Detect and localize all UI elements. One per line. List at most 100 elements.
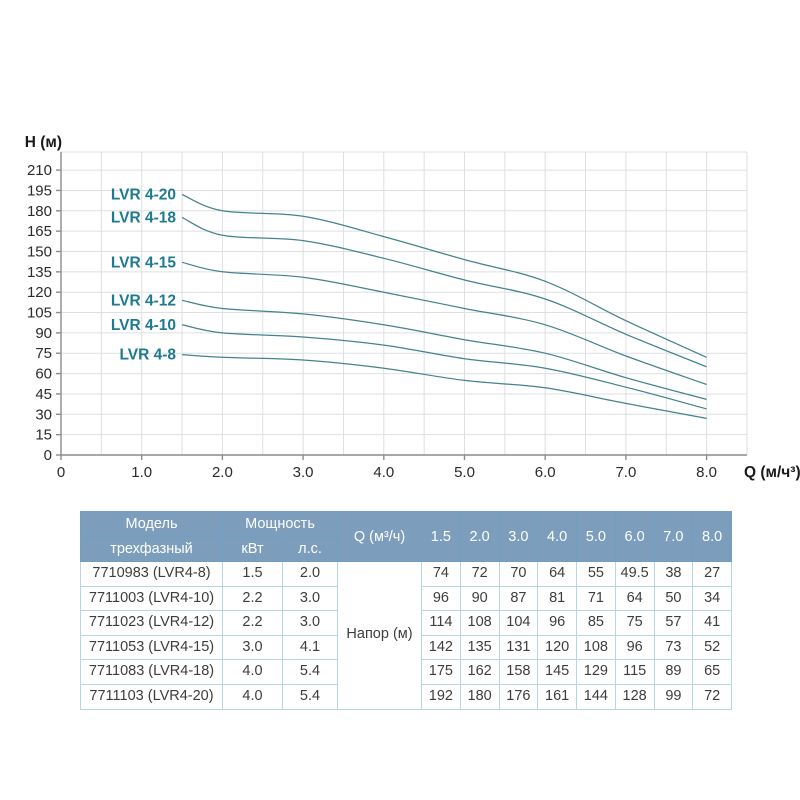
chart-grid [61,151,748,455]
cell-head-value: 108 [576,634,616,661]
cell-head-value: 64 [537,561,578,587]
curve-lvr-4-15 [181,261,707,386]
x-tick-label: 0 [57,464,65,481]
cell-head-value: 38 [653,561,694,587]
cell-head-value: 114 [421,610,461,636]
cell-model: 7711003 (LVR4-10) [80,585,223,612]
cell-kw: 1.5 [222,561,283,587]
y-tick-label: 165 [27,223,52,240]
y-tick-label: 150 [27,243,52,260]
cell-head-value: 144 [576,683,616,710]
cell-head-value: 96 [614,634,655,661]
y-tick-label: 15 [35,427,52,444]
x-tick-label: 2.0 [212,464,233,481]
cell-head-value: 175 [421,659,461,685]
header-power-kw: кВт [222,536,283,562]
cell-hp: 5.4 [281,683,339,710]
cell-head-value: 90 [459,585,500,612]
header-q-value: 5.0 [576,511,616,562]
pump-curves [181,193,707,420]
cell-hp: 3.0 [281,585,339,612]
cell-model: 7711053 (LVR4-15) [80,634,223,661]
cell-head-value: 73 [653,634,694,661]
cell-kw: 4.0 [222,683,283,710]
cell-kw: 3.0 [222,634,283,661]
table-row: 7711083 (LVR4-18) 4.0 5.4 175 162 158 145 129 11… [80,659,733,685]
cell-head-value: 70 [498,561,539,587]
y-tick-label: 60 [35,366,52,383]
cell-head-value: 65 [692,659,733,685]
cell-head-value: 71 [576,585,616,612]
cell-head-value: 74 [421,561,461,587]
cell-model: 7710983 (LVR4-8) [80,561,223,587]
header-q-value: 6.0 [614,511,655,562]
curve-label: LVR 4-20 [111,187,176,204]
spec-table: Модель Мощность Q (м³/ч) 1.5 2.0 3.0 4.0 5.0 6.0… [80,511,733,710]
y-tick-label: 30 [35,406,52,423]
y-tick-label: 120 [27,284,52,301]
cell-head-value: 131 [498,634,539,661]
cell-head-value: 96 [537,610,578,636]
header-model: Модель [80,511,223,537]
curve-lvr-4-18 [181,217,707,368]
header-power-hp: л.с. [281,536,339,562]
cell-head-value: 99 [653,683,694,710]
curve-lvr-4-10 [181,324,707,410]
cell-model: 7711083 (LVR4-18) [80,659,223,685]
cell-head-value: 120 [537,634,578,661]
cell-head-value: 41 [692,610,733,636]
y-tick-label: 210 [27,162,52,179]
cell-head-value: 49.5 [614,561,655,587]
cell-head-value: 72 [459,561,500,587]
cell-head-value: 145 [537,659,578,685]
pump-spec-table: Модель Мощность Q (м³/ч) 1.5 2.0 3.0 4.0 5.0 6.0… [80,511,733,710]
x-tick-label: 3.0 [293,464,314,481]
x-tick-label: 8.0 [696,464,717,481]
x-tick-label: 5.0 [454,464,475,481]
y-tick-label: 90 [35,325,52,342]
header-model-sub: трехфазный [80,536,223,562]
table-row: 7711103 (LVR4-20) 4.0 5.4 192 180 176 161 144 12… [80,683,733,710]
curve-label: LVR 4-18 [111,210,177,227]
cell-kw: 4.0 [222,659,283,685]
y-tick-label: 105 [27,305,52,322]
curve-label: LVR 4-15 [111,254,177,271]
cell-head-value: 162 [459,659,500,685]
cell-head-value: 64 [614,585,655,612]
cell-head-value: 115 [614,659,655,685]
x-tick-label: 1.0 [131,464,152,481]
cell-head-value: 161 [537,683,578,710]
cell-head-value: 81 [537,585,578,612]
table-row: 7711023 (LVR4-12) 2.2 3.0 114 108 104 96 85 75 57… [80,610,733,636]
cell-hp: 2.0 [281,561,339,587]
cell-head-value: 75 [614,610,655,636]
cell-head-value: 142 [421,634,461,661]
curve-label: LVR 4-10 [111,317,176,334]
curve-labels: LVR 4-20 LVR 4-18 LVR 4-15 LVR 4-12 LVR 4-10… [111,187,177,364]
y-tick-label: 135 [27,264,52,281]
header-q-value: 3.0 [498,511,539,562]
y-tick-label: 75 [35,345,52,362]
cell-hp: 5.4 [281,659,339,685]
cell-kw: 2.2 [222,585,283,612]
header-q-value: 4.0 [537,511,578,562]
cell-head-value: 55 [576,561,616,587]
hq-performance-chart: 0 15 30 45 60 75 90 105 120 135 150 165 180 195 210 0 1.… [25,134,800,481]
cell-model: 7711023 (LVR4-12) [80,610,223,636]
cell-head-value: 176 [498,683,539,710]
cell-head-value: 57 [653,610,694,636]
cell-head-value: 34 [692,585,733,612]
cell-head-value: 87 [498,585,539,612]
cell-head-value: 85 [576,610,616,636]
header-q-unit: Q (м³/ч) [337,511,423,562]
cell-head-value: 96 [421,585,461,612]
table-row: 7710983 (LVR4-8) 1.5 2.0 Напор (м) 74 72 70 64 5… [80,561,733,710]
cell-head-value: 135 [459,634,500,661]
curve-label: LVR 4-8 [119,347,176,364]
cell-model: 7711103 (LVR4-20) [80,683,223,710]
y-tick-label: 180 [27,203,52,220]
y-axis-title: H (м) [25,134,62,151]
chart-axes [56,152,747,460]
x-tick-label: 4.0 [373,464,394,481]
y-tick-label: 195 [27,182,52,199]
